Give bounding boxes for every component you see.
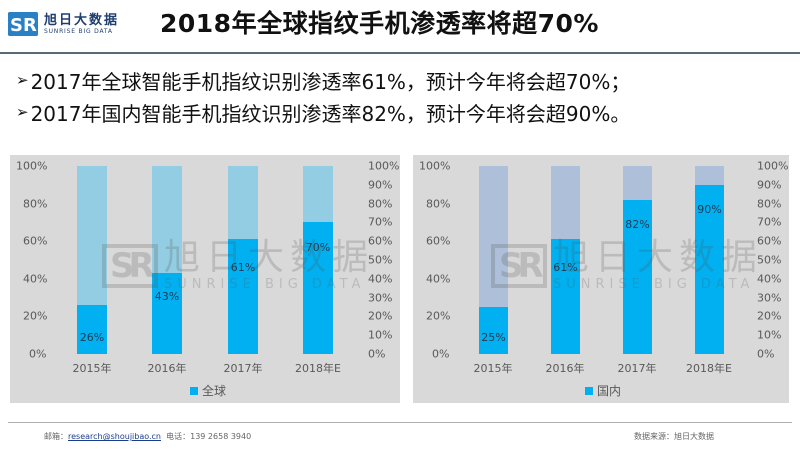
y-tick: 100%	[419, 159, 451, 173]
x-tick: 2015年	[72, 362, 112, 375]
global-chart-panel: 100% 80% 60% 40% 20% 0% 100% 90% 80% 70%…	[10, 155, 400, 403]
y-tick: 0%	[757, 347, 775, 361]
data-label: 43%	[154, 290, 180, 303]
data-label: 61%	[553, 261, 578, 274]
y-tick: 30%	[368, 291, 393, 305]
y-tick: 80%	[426, 197, 451, 211]
data-label: 82%	[625, 218, 650, 231]
y-tick: 50%	[368, 253, 393, 267]
bar-2018E: 70%	[303, 166, 333, 354]
y-tick: 50%	[757, 253, 782, 267]
y-tick: 20%	[757, 309, 782, 323]
contact-info: 邮箱：research@shoujibao.cn 电话：139 2658 394…	[44, 431, 251, 442]
bar-2018E: 90%	[695, 166, 724, 354]
legend-label: 国内	[597, 384, 622, 398]
y-tick: 40%	[23, 272, 48, 286]
y-tick: 40%	[368, 272, 393, 286]
y-tick: 90%	[757, 178, 782, 192]
bar-value	[228, 239, 258, 354]
y-tick: 20%	[23, 309, 48, 323]
bullet-text: 2017年全球智能手机指纹识别渗透率61%，预计今年将会超70%；	[30, 69, 631, 94]
logo-name-cn: 旭日大数据	[44, 12, 120, 28]
bar-2016: 43%	[152, 166, 182, 354]
bar-2017: 61%	[228, 166, 258, 354]
footer-divider	[8, 422, 792, 423]
plot-area: 25% 61% 82% 90%	[413, 166, 789, 354]
arrow-bullet-icon: ➢	[16, 103, 29, 121]
y-tick: 60%	[426, 234, 451, 248]
bar-value	[152, 273, 182, 354]
arrow-bullet-icon: ➢	[16, 71, 29, 89]
data-label: 90%	[697, 203, 722, 216]
x-tick: 2016年	[545, 362, 585, 375]
y-tick: 40%	[757, 272, 782, 286]
y-tick: 10%	[757, 328, 782, 342]
data-label: 26%	[79, 331, 105, 344]
x-tick: 2015年	[473, 362, 513, 375]
bullet-list: ➢ 2017年全球智能手机指纹识别渗透率61%，预计今年将会超70%； ➢ 20…	[16, 64, 630, 128]
chart-legend: 全球	[190, 382, 226, 399]
y-tick: 30%	[757, 291, 782, 305]
legend-swatch	[190, 386, 198, 395]
x-tick: 2018年E	[686, 362, 732, 375]
y-tick: 40%	[426, 272, 451, 286]
bar-2015: 25%	[479, 166, 508, 354]
y-tick: 80%	[368, 197, 393, 211]
title-divider	[0, 52, 800, 54]
x-tick: 2016年	[147, 362, 187, 375]
y-tick: 80%	[23, 197, 48, 211]
y-tick: 90%	[368, 178, 393, 192]
bar-2015: 26%	[77, 166, 107, 354]
y-tick: 60%	[368, 234, 393, 248]
y-tick: 20%	[368, 309, 393, 323]
legend-swatch	[585, 386, 593, 395]
phone-number: 139 2658 3940	[190, 432, 252, 441]
data-label: 70%	[305, 241, 331, 254]
svg-text:SR: SR	[10, 15, 37, 36]
domestic-chart-panel: 100% 80% 60% 40% 20% 0% 100% 90% 80% 70%…	[413, 155, 789, 403]
bar-value	[551, 239, 580, 354]
data-label: 25%	[481, 331, 506, 344]
y-tick: 70%	[757, 215, 782, 229]
y-tick: 0%	[368, 347, 386, 361]
logo-name-en: SUNRISE BIG DATA	[44, 27, 113, 35]
y-tick: 60%	[757, 234, 782, 248]
bar-value	[695, 184, 724, 354]
bar-value	[623, 199, 652, 354]
logo: SR 旭日大数据 SUNRISE BIG DATA	[8, 9, 119, 39]
bar-value	[303, 222, 333, 354]
y-tick: 10%	[368, 328, 393, 342]
bar-2016: 61%	[551, 166, 580, 354]
y-tick: 80%	[757, 197, 782, 211]
y-tick: 100%	[16, 159, 48, 173]
y-tick: 20%	[426, 309, 451, 323]
x-tick: 2017年	[617, 362, 657, 375]
y-tick: 0%	[29, 347, 47, 361]
bullet-item: ➢ 2017年全球智能手机指纹识别渗透率61%，预计今年将会超70%；	[16, 64, 630, 96]
email-label: 邮箱：	[44, 432, 68, 441]
x-tick: 2018年E	[295, 362, 341, 375]
bar-value	[77, 305, 107, 354]
y-tick: 100%	[368, 159, 400, 173]
data-source: 数据来源：旭日大数据	[634, 432, 714, 441]
bullet-text: 2017年国内智能手机指纹识别渗透率82%，预计今年将会超90%。	[30, 101, 631, 126]
email-link[interactable]: research@shoujibao.cn	[68, 432, 162, 441]
y-tick: 0%	[432, 347, 450, 361]
y-tick: 70%	[368, 215, 393, 229]
bullet-item: ➢ 2017年国内智能手机指纹识别渗透率82%，预计今年将会超90%。	[16, 96, 630, 128]
data-label: 61%	[230, 261, 256, 274]
page-title: 2018年全球指纹手机渗透率将超70%	[160, 9, 599, 38]
y-tick: 60%	[23, 234, 48, 248]
plot-area: 26% 43% 61% 70%	[10, 166, 400, 354]
legend-label: 全球	[202, 384, 227, 398]
chart-legend: 国内	[585, 382, 621, 399]
phone-label: 电话：	[166, 432, 191, 441]
sunrise-logo-icon: SR	[8, 12, 38, 36]
y-tick: 100%	[757, 159, 789, 173]
bar-2017: 82%	[623, 166, 652, 354]
x-tick: 2017年	[223, 362, 263, 375]
bar-value	[479, 307, 508, 354]
